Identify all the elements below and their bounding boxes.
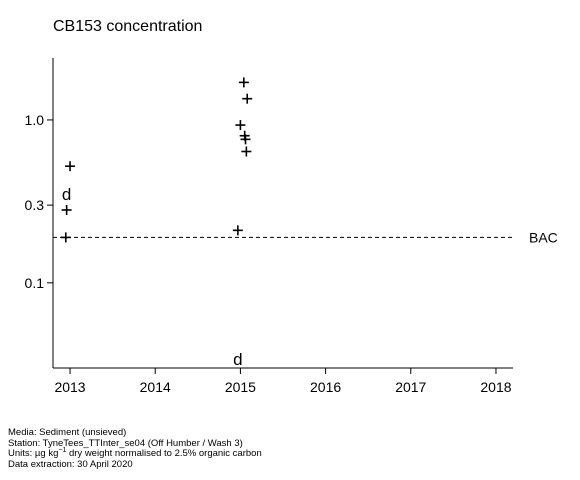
x-tick-label: 2014: [140, 379, 171, 395]
reference-lines: BAC: [53, 229, 558, 245]
footer-units-suffix: dry weight normalised to 2.5% organic ca…: [66, 448, 262, 459]
footer-units-sup: −1: [58, 447, 67, 454]
footer-media: Media: Sediment (unsieved): [8, 427, 127, 438]
data-point-plus: [61, 204, 72, 215]
x-tick-label: 2015: [225, 379, 256, 395]
data-point-d: d: [62, 185, 71, 204]
data-point-plus: [241, 146, 252, 157]
x-tick-label: 2018: [480, 379, 511, 395]
data-point-plus: [232, 225, 243, 236]
x-tick-label: 2016: [310, 379, 341, 395]
y-tick-label: 1.0: [25, 112, 45, 128]
footer-units: Units: µg kg−1 dry weight normalised to …: [8, 447, 262, 460]
footer-extraction: Data extraction: 30 April 2020: [8, 458, 133, 470]
data-point-plus: [60, 232, 71, 243]
data-point-d: d: [233, 350, 242, 369]
data-points: dd: [60, 77, 253, 369]
data-point-plus: [242, 93, 253, 104]
data-point-plus: [238, 77, 249, 88]
x-tick-label: 2013: [54, 379, 85, 395]
footer-units-prefix: Units: µg kg: [8, 448, 59, 459]
y-tick-label: 0.1: [25, 275, 45, 291]
footer-station: Station: TyneTees_TTInter_se04 (Off Humb…: [8, 437, 243, 449]
data-point-plus: [65, 161, 76, 172]
axes: 2013 2014 2015 2016 2017 2018 0.1 0.3 1.0: [25, 58, 513, 395]
reference-line-label: BAC: [529, 229, 558, 245]
data-point-plus: [235, 120, 246, 131]
x-tick-label: 2017: [395, 379, 426, 395]
footer: Media: Sediment (unsieved) Station: Tyne…: [8, 427, 262, 470]
y-tick-label: 0.3: [25, 197, 45, 213]
data-point-plus: [240, 134, 251, 145]
chart-title: CB153 concentration: [53, 18, 203, 35]
